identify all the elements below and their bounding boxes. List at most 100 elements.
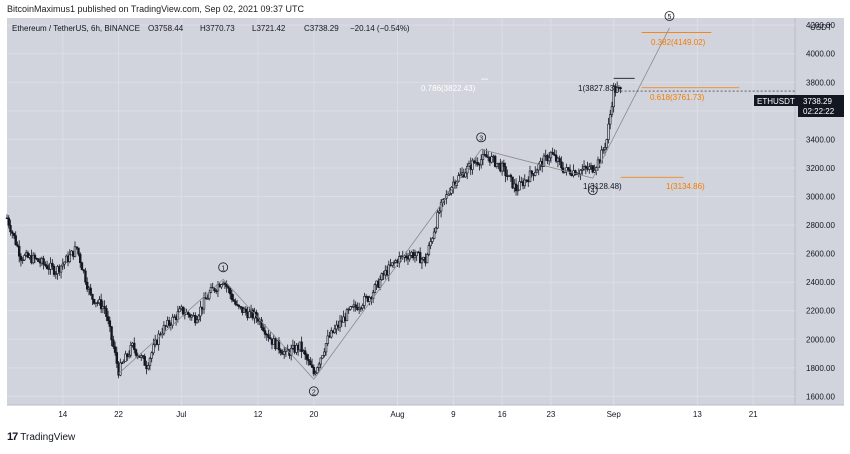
candle-body [112, 339, 115, 347]
candle-body [82, 269, 85, 272]
candle-body [425, 254, 429, 264]
candle-body [120, 362, 124, 364]
candle-body [537, 164, 540, 171]
last-price-tag: ETHUSDT 3738.29 02:22:22 [754, 95, 844, 117]
grid-lines [7, 18, 795, 405]
candle-body [300, 341, 303, 352]
wave-marker-label: 5 [668, 14, 672, 21]
price-tag-value: 3738.29 [803, 97, 832, 106]
candle-body [405, 255, 408, 259]
x-tick-label: 14 [58, 410, 67, 419]
y-tick-label: 2800.00 [806, 221, 835, 230]
candle-body [42, 258, 45, 265]
candle-body [110, 326, 113, 341]
candle-body [260, 319, 263, 328]
candle-body [579, 170, 582, 175]
candle-body [206, 298, 209, 300]
candle-body [412, 252, 415, 259]
candle-body [208, 292, 211, 299]
candle-body [317, 363, 321, 368]
candle-body [438, 210, 441, 213]
candle-body [143, 356, 146, 366]
symbol-description: Ethereum / TetherUS, 6h, BINANCE [12, 24, 140, 33]
candle-body [509, 174, 513, 178]
candle-body [413, 255, 417, 259]
candle-body [59, 265, 63, 273]
wave-marker-label: 3 [479, 135, 483, 142]
candle-body [363, 296, 366, 306]
candle-body [387, 264, 390, 276]
candle-body [615, 87, 619, 93]
candle-body [518, 181, 521, 191]
candle-body [500, 162, 504, 172]
candle-body [45, 265, 49, 269]
candle-body [378, 279, 382, 288]
symbol-tag: ETHUSDT [757, 97, 795, 106]
candle-body [150, 352, 153, 359]
candle-body [54, 273, 58, 275]
candle-body [263, 330, 267, 335]
candle-body [530, 170, 533, 174]
wave-marker-circle [218, 262, 229, 273]
candle-body [269, 337, 272, 340]
ohlc-change: −20.14 (−0.54%) [350, 24, 410, 33]
wave-marker-circle [476, 132, 487, 143]
candle-body [605, 139, 608, 148]
brand-name: TradingView [20, 431, 76, 443]
candle-body [26, 252, 30, 258]
candle-body [314, 372, 317, 375]
candle-body [481, 154, 485, 160]
candle-body [316, 367, 319, 374]
candle-body [350, 306, 354, 308]
x-tick-label: 23 [546, 410, 555, 419]
y-tick-label: 4200.00 [806, 21, 835, 30]
candle-body [282, 351, 286, 355]
candle-body [129, 345, 132, 356]
candle-body [542, 155, 546, 167]
candle-body [392, 262, 396, 264]
candle-body [514, 183, 518, 192]
candle-body [194, 315, 197, 324]
price-axis-unit: USDT [810, 23, 832, 32]
candle-body [230, 293, 234, 300]
candle-body [553, 153, 556, 156]
candle-body [361, 305, 364, 309]
x-tick-label: 20 [309, 410, 318, 419]
candle-body [187, 311, 190, 315]
candle-body [16, 244, 19, 247]
candle-body [44, 263, 47, 266]
candle-body [12, 232, 16, 236]
fib-1-low-label: 1(3134.86) [666, 182, 705, 191]
candle-body [124, 353, 127, 362]
wave-marker-label: 2 [312, 389, 316, 396]
candle-body [63, 261, 66, 265]
candle-body [549, 152, 553, 159]
candle-body [237, 304, 241, 307]
candle-body [92, 299, 96, 304]
candle-body [431, 238, 434, 242]
publisher-byline: BitcoinMaximus1 published on TradingView… [7, 4, 305, 14]
candle-body [619, 87, 622, 89]
candle-body [77, 247, 80, 255]
y-tick-label: 1600.00 [806, 392, 835, 401]
candle-body [68, 254, 71, 263]
candle-body [591, 165, 594, 173]
candle-body [319, 357, 323, 365]
candle-body [202, 297, 206, 310]
brand-footer: 17 TradingView [7, 431, 75, 443]
candle-body [51, 262, 54, 267]
candle-body [115, 352, 119, 364]
candle-body [133, 342, 136, 350]
candle-body [178, 308, 181, 313]
candle-body [244, 308, 248, 313]
candle-body [79, 253, 82, 264]
candle-body [9, 225, 12, 233]
candle-body [603, 147, 607, 150]
axis-background [795, 18, 844, 405]
candle-body [162, 325, 166, 335]
candle-body [338, 320, 342, 328]
candle-body [89, 287, 92, 295]
candle-body [511, 176, 514, 189]
candle-body [176, 311, 180, 320]
